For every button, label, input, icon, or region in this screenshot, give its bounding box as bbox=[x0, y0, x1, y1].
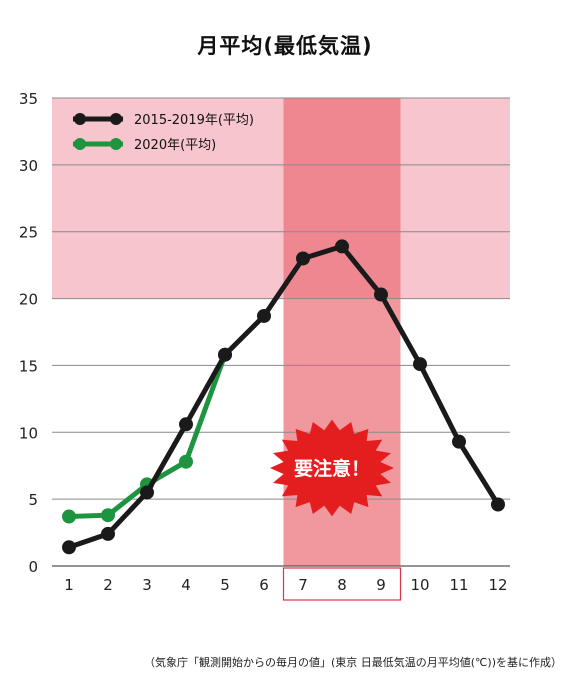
data-point bbox=[296, 251, 310, 266]
y-tick-label: 5 bbox=[28, 491, 38, 509]
x-tick-label: 8 bbox=[337, 576, 347, 594]
y-tick-label: 15 bbox=[19, 357, 38, 375]
data-point bbox=[452, 434, 466, 449]
y-tick-label: 20 bbox=[19, 291, 38, 309]
caution-burst bbox=[270, 419, 394, 517]
chart-title: 月平均(最低気温) bbox=[197, 34, 373, 58]
legend-marker bbox=[74, 113, 86, 125]
y-tick-label: 25 bbox=[19, 224, 38, 242]
data-point bbox=[101, 508, 115, 523]
series-line bbox=[68, 243, 501, 550]
caution-temperature-band bbox=[52, 98, 510, 299]
x-tick-label: 11 bbox=[449, 576, 468, 594]
legend-label: 2020年(平均) bbox=[134, 138, 216, 153]
data-point bbox=[257, 308, 271, 323]
data-point bbox=[62, 509, 76, 524]
x-tick-label: 6 bbox=[259, 576, 269, 594]
x-tick-label: 4 bbox=[181, 576, 191, 594]
legend-marker bbox=[110, 113, 122, 125]
legend-label: 2015-2019年(平均) bbox=[134, 113, 254, 128]
source-note: （気象庁「観測開始からの毎月の値」(東京 日最低気温の月平均値(℃))を基に作成… bbox=[143, 656, 562, 669]
data-point bbox=[491, 497, 505, 512]
x-tick-label: 3 bbox=[142, 576, 152, 594]
y-tick-label: 30 bbox=[19, 157, 38, 175]
x-tick-label: 7 bbox=[298, 576, 308, 594]
data-point bbox=[140, 485, 154, 500]
legend-marker bbox=[74, 138, 86, 150]
x-tick-label: 2 bbox=[103, 576, 113, 594]
caution-label: 要注意！ bbox=[294, 457, 370, 480]
x-tick-label: 12 bbox=[488, 576, 507, 594]
data-point bbox=[218, 347, 232, 362]
legend-marker bbox=[110, 138, 122, 150]
y-tick-label: 35 bbox=[19, 90, 38, 108]
x-tick-label: 10 bbox=[410, 576, 429, 594]
data-point bbox=[374, 287, 388, 302]
y-tick-label: 10 bbox=[19, 424, 38, 442]
data-point bbox=[179, 417, 193, 432]
highlight-months-box bbox=[282, 567, 402, 601]
x-tick-label: 1 bbox=[64, 576, 74, 594]
y-tick-label: 0 bbox=[28, 558, 38, 576]
data-point bbox=[335, 239, 349, 254]
data-point bbox=[101, 526, 115, 541]
x-tick-label: 9 bbox=[376, 576, 386, 594]
data-point bbox=[62, 540, 76, 555]
data-point bbox=[179, 454, 193, 469]
x-tick-label: 5 bbox=[220, 576, 230, 594]
data-point bbox=[413, 357, 427, 372]
